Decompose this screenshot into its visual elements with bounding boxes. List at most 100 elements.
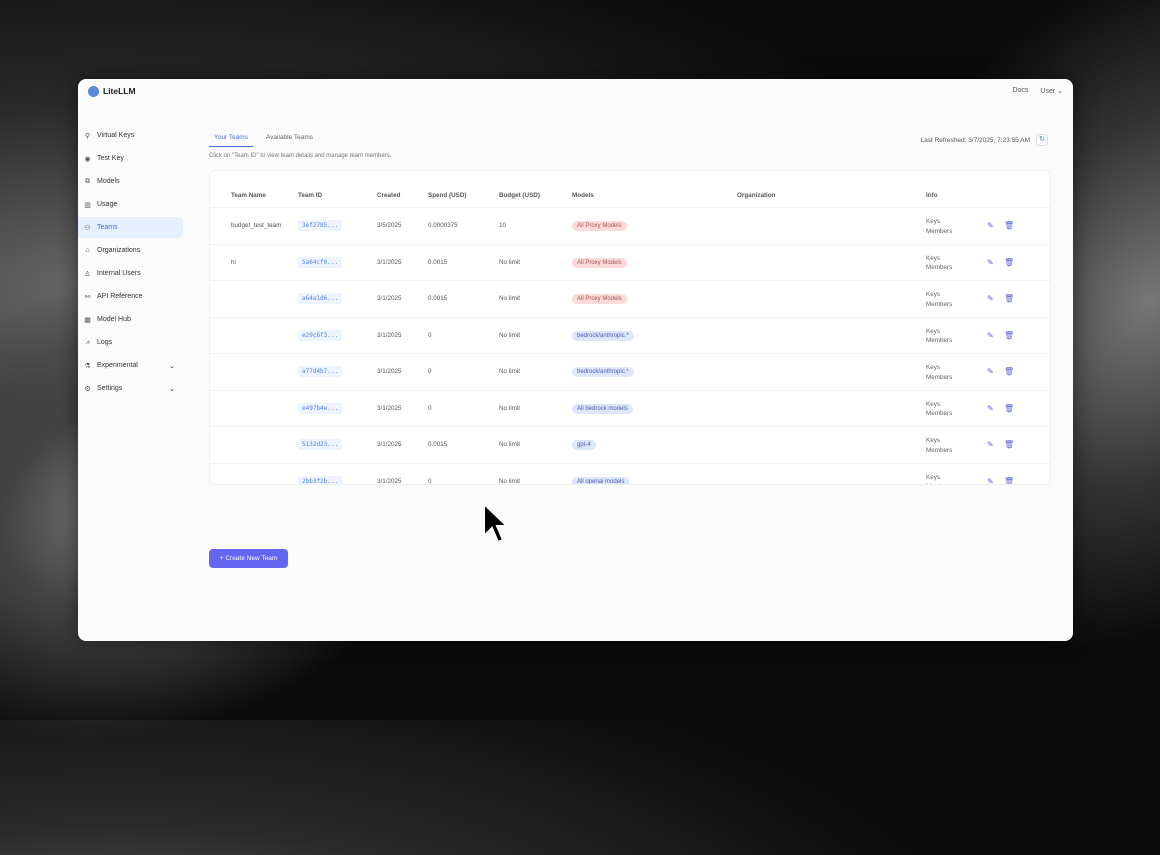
delete-icon[interactable]: 🗑 — [1004, 221, 1015, 230]
created-date: 3/1/2025 — [377, 477, 402, 485]
experiment-icon: ⚗ — [84, 362, 91, 370]
model-badge: All Proxy Models — [572, 257, 627, 268]
team-id-link[interactable]: 3ef2785... — [298, 220, 343, 231]
delete-icon[interactable]: 🗑 — [1004, 367, 1015, 376]
refresh-icon: ↻ — [1039, 136, 1045, 143]
team-id-link[interactable]: 5a64cf0... — [298, 256, 343, 268]
user-label: User — [1040, 88, 1056, 95]
sidebar-item-label: Experimental — [97, 362, 138, 369]
created-date: 3/5/2025 — [377, 222, 402, 229]
info: Keys Members — [926, 254, 952, 273]
table-row: budget_test_team 3ef2785... 3/5/2025 0.0… — [210, 207, 1050, 243]
keys-label: Keys — [926, 218, 940, 225]
column-header[interactable]: Models — [572, 192, 594, 199]
spend: 0.0000375 — [428, 222, 458, 229]
delete-icon[interactable]: 🗑 — [1004, 257, 1015, 267]
edit-icon[interactable]: ✎ — [987, 476, 994, 485]
team-id-link[interactable]: e29c6f3... — [298, 329, 343, 341]
delete-icon[interactable]: 🗑 — [1004, 403, 1015, 413]
delete-icon[interactable]: 🗑 — [1004, 330, 1015, 340]
budget: No limit — [499, 404, 520, 412]
model-badge: gpt-4 — [572, 440, 596, 450]
edit-icon[interactable]: ✎ — [987, 440, 994, 449]
sidebar-item-model-hub[interactable]: ▦ Model Hub — [78, 309, 183, 330]
edit-icon[interactable]: ✎ — [987, 221, 994, 230]
tabs: Your Teams Available Teams — [209, 132, 318, 147]
edit-icon[interactable]: ✎ — [987, 257, 994, 267]
column-header[interactable]: Budget (USD) — [499, 192, 540, 199]
model-badge: All openai models — [572, 476, 630, 484]
sidebar-item-experimental[interactable]: ⚗ Experimental ⌄ — [78, 355, 183, 376]
keys-label: Keys — [926, 327, 940, 335]
team-name: budget_test_team — [231, 222, 282, 229]
litellm-logo-icon — [88, 85, 99, 97]
sidebar-item-test-key[interactable]: ◉ Test Key — [78, 148, 183, 169]
model-badge: bedrock/anthropic.* — [572, 330, 634, 341]
info: Keys Members — [926, 436, 952, 455]
delete-icon[interactable]: 🗑 — [1004, 476, 1015, 485]
column-header[interactable]: Team Name — [231, 192, 266, 199]
info: Keys Members — [926, 327, 952, 346]
spend: 0 — [428, 368, 432, 375]
sidebar-item-api-reference[interactable]: ⚯ API Reference — [78, 286, 183, 307]
api-icon: ⚯ — [84, 293, 91, 301]
edit-icon[interactable]: ✎ — [987, 330, 994, 340]
refresh-button[interactable]: ↻ — [1036, 134, 1048, 146]
team-id-link[interactable]: e497b4e... — [298, 402, 343, 414]
members-label: Members — [926, 227, 953, 235]
column-header[interactable]: Created — [377, 192, 401, 199]
model-badge: bedrock/anthropic.* — [572, 367, 634, 377]
edit-icon[interactable]: ✎ — [987, 403, 994, 413]
column-header[interactable]: Team ID — [298, 192, 323, 199]
last-refreshed-label: Last Refreshed: 3/7/2025, 7:23:55 AM — [920, 136, 1031, 144]
sidebar: ⚲ Virtual Keys ◉ Test Key ⧉ Models ▥ Usage ⚇ Team… — [78, 125, 183, 401]
app-window: LiteLLM Docs User ⌄ ⚲ Virtual Keys ◉ Test K… — [78, 79, 1073, 641]
members-label: Members — [926, 483, 952, 484]
delete-icon[interactable]: 🗑 — [1004, 440, 1015, 449]
team-id-link[interactable]: 5132d23... — [298, 439, 343, 450]
team-id-link[interactable]: 2bb3f2b... — [298, 475, 343, 484]
hint-text: Click on "Team ID" to view team details … — [209, 153, 392, 159]
settings-icon: ⚙ — [84, 385, 91, 393]
create-new-team-button[interactable]: + Create New Team — [209, 549, 288, 568]
table-row: 2bb3f2b... 3/1/2025 0 No limit All opena… — [210, 462, 1050, 485]
sidebar-item-label: Settings — [97, 385, 123, 392]
edit-icon[interactable]: ✎ — [987, 294, 994, 303]
edit-icon[interactable]: ✎ — [987, 367, 994, 376]
sidebar-item-virtual-keys[interactable]: ⚲ Virtual Keys — [78, 125, 183, 146]
sidebar-item-usage[interactable]: ▥ Usage — [78, 194, 183, 215]
created-date: 3/1/2025 — [377, 331, 402, 339]
tab-available-teams[interactable]: Available Teams — [265, 134, 314, 141]
table-row: 5132d23... 3/1/2025 0.0015 No limit gpt-… — [210, 426, 1050, 462]
last-refreshed: Last Refreshed: 3/7/2025, 7:23:55 AM ↻ — [920, 134, 1048, 146]
sidebar-item-logs[interactable]: ⩘ Logs — [78, 332, 183, 353]
sidebar-item-internal-users[interactable]: ♙ Internal Users — [78, 263, 183, 284]
user-menu[interactable]: User ⌄ — [1040, 87, 1063, 95]
docs-link[interactable]: Docs — [1012, 87, 1029, 94]
members-label: Members — [926, 446, 953, 454]
spend: 0 — [428, 404, 432, 412]
sidebar-item-models[interactable]: ⧉ Models — [78, 171, 183, 192]
tab-your-teams[interactable]: Your Teams — [209, 132, 253, 147]
sidebar-item-label: API Reference — [97, 293, 143, 300]
mouse-cursor-icon — [483, 502, 508, 544]
created-date: 3/1/2025 — [377, 295, 402, 302]
logo[interactable]: LiteLLM — [88, 85, 136, 97]
column-header[interactable]: Spend (USD) — [428, 192, 467, 199]
sidebar-item-organizations[interactable]: ⌂ Organizations — [78, 240, 183, 261]
budget: No limit — [499, 331, 520, 339]
sidebar-item-teams[interactable]: ⚇ Teams — [78, 217, 183, 238]
keys-label: Keys — [926, 364, 940, 371]
members-label: Members — [926, 264, 953, 271]
team-id-link[interactable]: a77d4b7... — [298, 366, 343, 377]
table-row: a77d4b7... 3/1/2025 0 No limit bedrock/a… — [210, 353, 1050, 389]
keys-label: Keys — [926, 473, 940, 481]
team-id-link[interactable]: a64a1d6... — [298, 293, 343, 304]
budget: 10 — [499, 222, 507, 229]
top-bar: LiteLLM Docs User ⌄ — [78, 79, 1073, 103]
column-header[interactable]: Organization — [737, 192, 776, 199]
column-header[interactable]: Info — [926, 192, 938, 199]
delete-icon[interactable]: 🗑 — [1004, 294, 1015, 303]
sidebar-item-settings[interactable]: ⚙ Settings ⌄ — [78, 378, 183, 399]
members-label: Members — [926, 373, 953, 381]
